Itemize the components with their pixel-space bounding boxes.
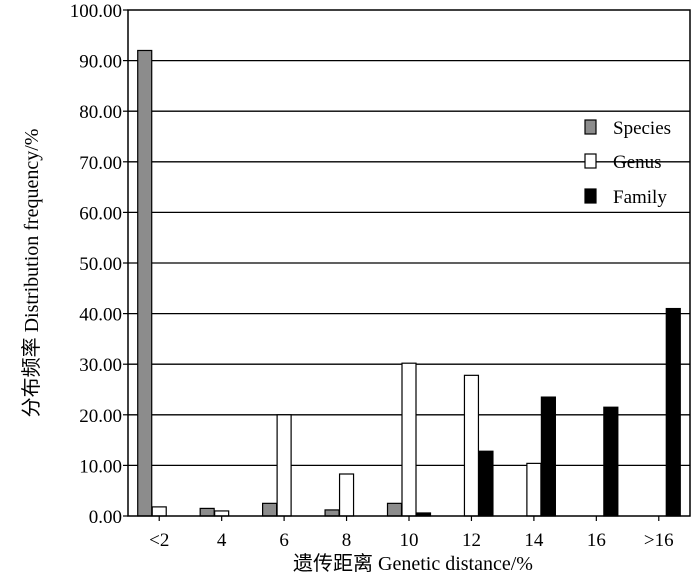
x-tick-label: 4 (217, 530, 227, 551)
bar-species-3 (324, 509, 340, 517)
y-tick-label: 20.00 (79, 406, 122, 427)
bar-genus-3 (338, 473, 355, 517)
bar-species-2 (262, 502, 278, 517)
bar-family-8 (665, 307, 681, 517)
y-tick-label: 90.00 (79, 52, 122, 73)
legend-label-family: Family (613, 187, 667, 208)
y-tick-label: 50.00 (79, 254, 122, 275)
y-tick-label: 40.00 (79, 305, 122, 326)
x-tick-label: 6 (279, 530, 289, 551)
y-axis-ticks: 0.00 10.00 20.00 30.00 40.00 50.00 60.00 70.00 8… (70, 1, 128, 528)
x-tick-label: <2 (149, 530, 169, 551)
y-tick-label: 100.00 (70, 1, 122, 22)
y-tick-label: 70.00 (79, 153, 122, 174)
y-axis-title: 分布频率 Distribution frequency/% (20, 129, 43, 418)
x-tick-label: 14 (524, 530, 544, 551)
x-tick-label: 8 (342, 530, 352, 551)
y-tick-label: 80.00 (79, 102, 122, 123)
bar-genus-5 (463, 374, 480, 517)
bar-genus-0 (151, 506, 167, 517)
y-tick-label: 10.00 (79, 456, 122, 477)
legend-swatch-family (584, 188, 597, 204)
bar-species-4 (386, 502, 403, 517)
bar-genus-4 (401, 362, 417, 517)
bar-species-1 (199, 507, 215, 517)
bar-genus-6 (526, 462, 542, 517)
bar-species-0 (137, 49, 153, 517)
y-tick-label: 30.00 (79, 355, 122, 376)
bar-family-5 (478, 450, 494, 517)
x-tick-label: 16 (587, 530, 606, 551)
x-tick-label: 12 (462, 530, 481, 551)
legend-label-genus: Genus (613, 152, 662, 173)
legend-swatch-genus (584, 153, 597, 169)
legend: Species Genus Family (584, 118, 671, 208)
bar-genus-2 (276, 414, 292, 517)
legend-label-species: Species (613, 118, 671, 139)
bar-family-7 (603, 406, 619, 517)
bars (137, 49, 681, 517)
legend-swatch-species (584, 119, 597, 135)
bar-family-6 (540, 396, 556, 517)
y-tick-label: 60.00 (79, 203, 122, 224)
y-tick-label: 0.00 (89, 507, 122, 528)
x-tick-label: >16 (644, 530, 674, 551)
x-tick-label: 10 (400, 530, 419, 551)
bar-genus-1 (214, 510, 230, 517)
x-axis-ticks: <2 4 6 8 10 12 14 16 >16 (149, 516, 674, 551)
x-axis-title: 遗传距离 Genetic distance/% (293, 552, 533, 575)
gridlines (128, 59, 690, 467)
